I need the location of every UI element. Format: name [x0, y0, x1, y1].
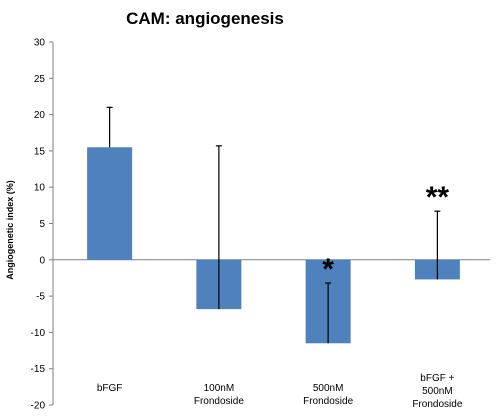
category-labels: bFGF 100nM Frondoside 500nM Frondoside bFGF +…: [97, 373, 463, 410]
chart-title: CAM: angiogenesis: [126, 9, 284, 28]
error-bars: [106, 106, 441, 344]
category-label: bFGF +: [420, 373, 454, 384]
significance-marker: *: [322, 253, 334, 286]
y-tick-label: -15: [31, 364, 46, 375]
y-tick-label: 30: [34, 38, 46, 49]
category-label: bFGF: [97, 383, 123, 394]
category-label: Frondoside: [412, 399, 462, 410]
bar: [87, 147, 133, 260]
y-tick-label: 20: [34, 110, 46, 121]
category-label: 500nM: [313, 383, 344, 394]
category-label: Frondoside: [194, 396, 244, 407]
y-tick-label: 15: [34, 146, 46, 157]
y-tick-label: 25: [34, 74, 46, 85]
y-tick-label: -5: [36, 292, 45, 303]
y-tick-label: 5: [39, 219, 45, 230]
bars: [87, 147, 460, 344]
significance-annotations: ***: [322, 181, 449, 286]
category-label: 100nM: [204, 383, 235, 394]
y-tick-label: -20: [31, 401, 46, 412]
y-tick-label: -10: [31, 328, 46, 339]
y-tick-label: 0: [39, 255, 45, 266]
significance-marker: **: [426, 181, 450, 214]
y-tick-label: 10: [34, 183, 46, 194]
category-label: Frondoside: [303, 396, 353, 407]
category-label: 500nM: [422, 386, 453, 397]
y-axis-label: Angiogenetic index (%): [5, 180, 15, 280]
